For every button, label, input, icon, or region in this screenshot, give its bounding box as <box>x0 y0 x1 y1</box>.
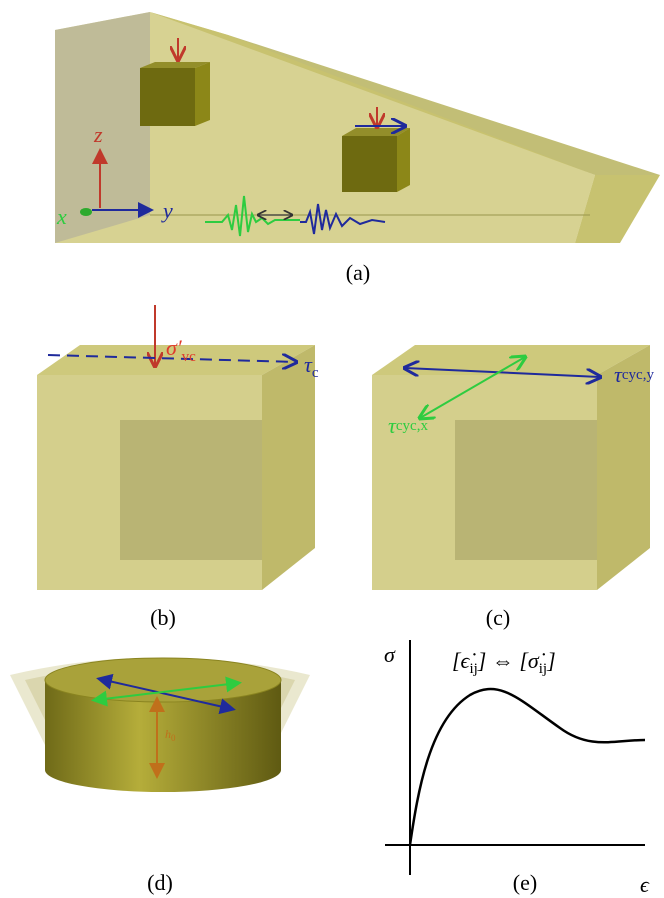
x-label: x <box>56 204 67 229</box>
cylinder-top <box>45 658 281 702</box>
relation: [ϵ̇ij] ⇔ [σ̇ij] <box>452 648 556 677</box>
symbol: σ′ <box>166 335 183 360</box>
z-label: z <box>93 122 103 147</box>
shear-stress-label: τc <box>304 352 319 381</box>
part: ] ⇔ [σ̇ <box>477 648 546 673</box>
panel-b: σ′vc τc (b) <box>37 305 319 630</box>
subscript: 0 <box>171 733 176 743</box>
panel-label: (d) <box>147 870 173 895</box>
panel-label: (e) <box>513 870 537 895</box>
y-label: y <box>161 198 173 223</box>
panel-label: (b) <box>150 605 176 630</box>
subscript: ij <box>469 661 477 677</box>
panel-a: x y z (a) <box>55 12 660 285</box>
subscript: c <box>312 365 319 381</box>
cube <box>342 136 397 192</box>
subscript: ij <box>539 661 547 677</box>
panel-label: (c) <box>486 605 510 630</box>
stress-strain-curve <box>410 689 645 845</box>
cube <box>140 68 195 126</box>
x-axis <box>80 208 92 216</box>
cube-back <box>120 420 262 560</box>
cube-side <box>195 62 210 126</box>
subscript: vc <box>182 349 197 365</box>
subscript: cyc,y <box>622 367 655 383</box>
x-axis-label: ϵ <box>640 872 650 897</box>
figure: x y z (a) σ′vc τc (b) τcyc,y τcyc,x (c) <box>0 0 664 898</box>
panel-c: τcyc,y τcyc,x (c) <box>372 345 654 630</box>
cube-side <box>262 345 315 590</box>
cube-side <box>397 128 410 192</box>
part: ] <box>546 648 556 673</box>
panel-e: σ ϵ [ϵ̇ij] ⇔ [σ̇ij] (e) <box>384 640 650 897</box>
subscript: cyc,x <box>396 418 429 434</box>
panel-d: h0 (d) <box>10 658 310 896</box>
cube-back <box>455 420 597 560</box>
y-axis-label: σ <box>384 642 396 667</box>
page: x y z (a) σ′vc τc (b) τcyc,y τcyc,x (c) <box>0 0 664 898</box>
panel-label: (a) <box>346 260 370 285</box>
